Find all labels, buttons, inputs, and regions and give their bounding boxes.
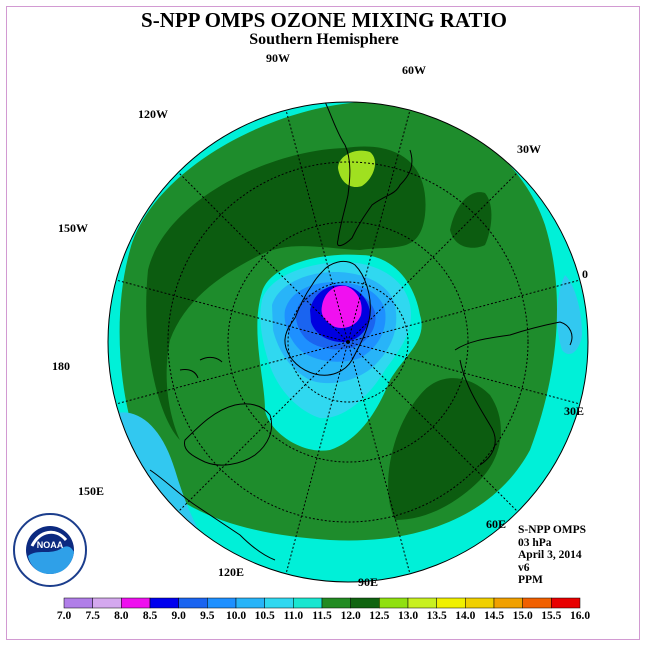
noaa-logo: NOAA [13, 513, 87, 587]
colorbar-swatch [350, 597, 380, 609]
colorbar-swatch [551, 597, 581, 609]
africa-coast [454, 321, 573, 466]
latitude-circle-60s [227, 221, 469, 463]
colorbar-swatch [178, 597, 208, 609]
colorbar-tick-label: 12.5 [369, 610, 389, 622]
colorbar-tick-label: 11.0 [284, 610, 304, 622]
map-subtitle: Southern Hemisphere [249, 31, 399, 48]
noaa-logo-text: NOAA [37, 540, 64, 550]
colorbar-swatch [379, 597, 409, 609]
info-pressure: 03 hPa [518, 536, 552, 549]
map-title: S-NPP OMPS OZONE MIXING RATIO [141, 8, 507, 32]
colorbar-swatch [121, 597, 151, 609]
colorbar-tick-label: 8.5 [143, 610, 158, 622]
lon-label-180: 180 [52, 359, 70, 373]
colorbar-tick-label: 8.0 [114, 610, 129, 622]
colorbar-tick-label: 7.5 [85, 610, 100, 622]
colorbar-swatch [207, 597, 237, 609]
meridian-90w [285, 109, 349, 343]
colorbar-swatch [63, 597, 93, 609]
colorbar-tick-label: 16.0 [570, 610, 590, 622]
australia-coast [183, 403, 273, 466]
contour-8-0 [321, 285, 362, 328]
meridian-60e [347, 341, 519, 513]
colorbar-swatch [264, 597, 294, 609]
colorbar-tick-label: 7.0 [57, 610, 72, 622]
lon-label-90w: 90W [266, 51, 290, 65]
colorbar-tick-label: 10.5 [255, 610, 275, 622]
colorbar-tick-label: 13.0 [398, 610, 418, 622]
meridian-120e [285, 341, 349, 575]
info-instrument: S-NPP OMPS [518, 524, 587, 536]
colorbar-swatch [493, 597, 523, 609]
colorbar-swatch [92, 597, 122, 609]
indonesia-coast [149, 469, 276, 561]
antarctica-coast [284, 261, 371, 376]
coastlines [149, 102, 573, 561]
colorbar-swatch [465, 597, 495, 609]
plot-frame [6, 6, 640, 640]
meridian-30e [347, 341, 581, 405]
colorbar-tick-label: 14.0 [455, 610, 475, 622]
colorbar: 7.0 7.5 8.0 8.5 9.0 9.5 10.0 10.5 11.0 11.5 12.0 12… [57, 597, 591, 622]
info-date: April 3, 2014 [518, 549, 582, 561]
meridian-180 [115, 341, 349, 405]
colorbar-swatch [235, 597, 265, 609]
colorbar-tick-label: 15.5 [541, 610, 561, 622]
colorbar-swatches [63, 597, 581, 609]
lon-label-150w: 150W [58, 221, 88, 235]
meridian-30w [347, 171, 519, 343]
map-boundary [107, 101, 589, 583]
meridian-0 [347, 279, 581, 343]
meridian-60w [347, 109, 411, 343]
info-block: S-NPP OMPS 03 hPa April 3, 2014 v6 PPM [518, 524, 586, 587]
meridian-120w [177, 171, 349, 343]
info-units: PPM [518, 574, 543, 586]
graticule [115, 109, 581, 575]
info-version: v6 [518, 561, 530, 574]
lon-label-120e: 120E [218, 565, 244, 579]
lon-label-150e: 150E [78, 484, 104, 498]
colorbar-labels: 7.0 7.5 8.0 8.5 9.0 9.5 10.0 10.5 11.0 11.5 12.0 12… [57, 610, 591, 622]
meridian-150e [177, 341, 349, 513]
contour-10-5-east-edge [557, 275, 582, 355]
south-america-coast [321, 102, 413, 247]
lon-label-30w: 30W [517, 142, 541, 156]
meridian-150w [115, 279, 349, 343]
colorbar-tick-label: 9.0 [171, 610, 186, 622]
colorbar-swatch [293, 597, 323, 609]
lon-label-60e: 60E [486, 517, 506, 531]
colorbar-swatch [321, 597, 351, 609]
lon-label-60w: 60W [402, 63, 426, 77]
colorbar-swatch [436, 597, 466, 609]
colorbar-tick-label: 13.5 [427, 610, 447, 622]
colorbar-swatch [149, 597, 179, 609]
new-zealand-coast [179, 356, 223, 379]
lon-label-120w: 120W [138, 107, 168, 121]
colorbar-swatch [407, 597, 437, 609]
colorbar-tick-label: 9.5 [200, 610, 215, 622]
latitude-circle-45s [167, 161, 529, 523]
colorbar-tick-label: 10.0 [226, 610, 246, 622]
colorbar-tick-label: 12.0 [341, 610, 361, 622]
contour-field [108, 102, 588, 582]
colorbar-tick-label: 14.5 [484, 610, 504, 622]
contour-12-0-north [146, 146, 426, 440]
colorbar-tick-label: 11.5 [312, 610, 332, 622]
contour-12-5-patch [338, 150, 376, 188]
latitude-circle-75s [287, 281, 409, 403]
lon-label-0: 0 [582, 267, 588, 281]
lon-label-90e: 90E [358, 575, 378, 589]
colorbar-tick-label: 15.0 [513, 610, 533, 622]
meridian-90e [347, 341, 411, 575]
colorbar-swatch [522, 597, 552, 609]
lon-label-30e: 30E [564, 404, 584, 418]
contour-12-0-west [388, 378, 501, 520]
